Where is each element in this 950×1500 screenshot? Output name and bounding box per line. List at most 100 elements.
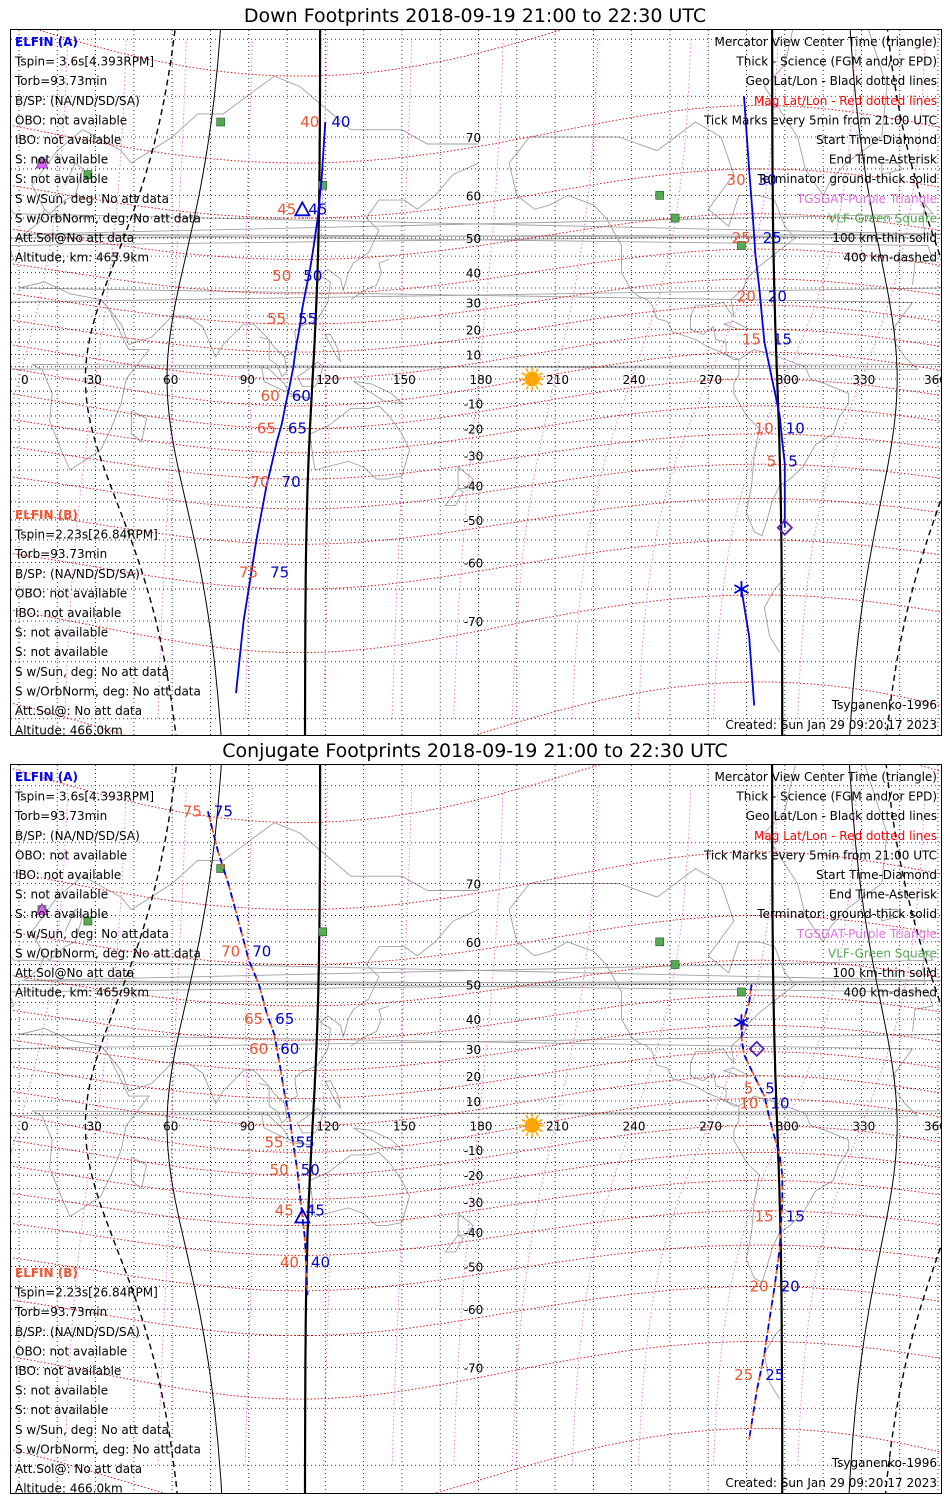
coastline [309, 1151, 411, 1227]
lon-tick-label: 360 [924, 1120, 941, 1134]
lon-tick-label: 180 [470, 1120, 493, 1134]
terminator-line [885, 30, 941, 735]
mag-grid [11, 30, 941, 735]
orbit-tick-label-red: 65 [257, 420, 276, 438]
lon-tick-label: 330 [852, 373, 875, 387]
orbit-tick-label-red: 15 [742, 331, 761, 349]
sun-disc [524, 371, 540, 387]
orbit-tick-label-blue: 60 [280, 1040, 299, 1058]
model-label: Tsyganenko-1996 [831, 698, 937, 712]
vlf-square-marker [670, 960, 680, 969]
map-panel-conjugate[interactable]: 0 30 60 90 120 150 180 210 240 270 300 330 360 70 60 50… [10, 764, 942, 1494]
coastline [130, 1156, 148, 1190]
mag-latitude-line [11, 463, 941, 510]
lon-tick-label: 30 [87, 373, 102, 387]
mag-latitude-line [11, 851, 941, 911]
orbit-tick-label-blue: 75 [270, 564, 289, 582]
elfin-b-info-line: OBO: not available [15, 1344, 127, 1358]
elfin-a-info-line: Altitude, km: 465.9km [15, 986, 149, 1000]
lon-tick-label: 90 [240, 373, 255, 387]
terminator-line [848, 765, 898, 1493]
mag-latitude-line [11, 995, 941, 1041]
lat-tick-label: 70 [466, 878, 481, 892]
mag-latitude-line [11, 1286, 941, 1337]
mag-longitude-line [637, 785, 779, 1466]
coastline [508, 162, 739, 360]
lat-tick-label: -40 [464, 1226, 484, 1240]
mag-latitude-line [11, 1179, 941, 1227]
lat-tick-label: 60 [466, 189, 481, 203]
legend-entry: Thick - Science (FGM and/or EPD) [735, 55, 937, 69]
mag-longitude-line [712, 785, 857, 1466]
coastline [457, 466, 475, 490]
orbit-tick-label-blue: 10 [786, 420, 805, 438]
lat-tick-label: -50 [464, 1260, 484, 1274]
map-canvas-conjugate[interactable]: 0 30 60 90 120 150 180 210 240 270 300 330 360 70 60 50… [11, 765, 941, 1493]
legend-entry: Geo Lat/Lon - Black dotted lines [746, 74, 937, 88]
lat-tick-label: -10 [464, 397, 484, 411]
terminator-line [166, 765, 223, 1493]
elfin-b-info-line: S w/OrbNorm, deg: No att data [15, 1442, 201, 1456]
mag-latitude-line [11, 1024, 941, 1072]
mag-latitude-line [11, 248, 941, 295]
elfin-b-info-line: B/SP: (NA/ND/SD/SA) [15, 567, 140, 581]
legend-entry: Tick Marks every 5min from 21:00 UTC [703, 113, 937, 127]
end-time-asterisk [733, 581, 749, 598]
panel-title-conjugate: Conjugate Footprints 2018-09-19 21:00 to… [222, 740, 728, 762]
lat-tick-label: -60 [464, 557, 484, 571]
mag-latitude-line [11, 539, 941, 590]
map-panel-down[interactable]: 0 30 60 90 120 150 180 210 240 270 300 330 360 70 60 50… [10, 29, 942, 736]
elfin-b-orbit-tail [740, 588, 756, 706]
sun-ray [521, 1118, 526, 1123]
legend-entry: TGSGAT-Purple Triangle [796, 927, 937, 941]
orbit-tick-label-blue: 60 [292, 387, 311, 405]
start-time-diamond [776, 519, 794, 536]
map-canvas-down[interactable]: 0 30 60 90 120 150 180 210 240 270 300 330 360 70 60 50… [11, 30, 941, 735]
elfin-a-info-line: IBO: not available [15, 868, 121, 882]
elfin-a-info-line: Torb=93.73min [14, 809, 107, 823]
elfin-b-orbit-track [740, 984, 784, 1440]
sun-disc [524, 1118, 540, 1133]
mag-longitude-line [637, 39, 779, 719]
tgsgat-triangle-marker [35, 156, 49, 169]
elfin-a-info-line: Altitude, km: 465.9km [15, 251, 149, 265]
orbit-tick-label-red: 20 [737, 288, 756, 306]
mag-latitude-line [11, 278, 941, 325]
lon-tick-label: 210 [546, 373, 569, 387]
mag-latitude-line [11, 1210, 941, 1256]
legend-entry: Start Time-Diamond [816, 868, 937, 882]
lat-tick-label: 50 [466, 232, 481, 246]
mag-latitude-line [11, 304, 941, 353]
terminator-line [166, 30, 222, 735]
elfin-a-info-line: S w/OrbNorm, deg: No att data [15, 211, 201, 225]
sun-ray [538, 1128, 543, 1133]
legend-entry: 100 km-thin solid [832, 966, 937, 980]
orbit-tick-label-blue: 15 [786, 1208, 805, 1226]
sun-icon [520, 367, 545, 391]
coastline [296, 1107, 324, 1134]
lat-tick-label: -20 [464, 423, 484, 437]
mag-longitude-line [453, 39, 504, 719]
mag-latitude-line [11, 405, 941, 454]
lat-tick-label: 10 [466, 1095, 481, 1109]
mag-longitude-line [11, 785, 69, 1157]
mag-latitude-line [11, 433, 941, 480]
legend-entry: Start Time-Diamond [816, 133, 937, 147]
legend-entry: Terminator: ground-thick solid [756, 172, 937, 186]
sun-ray [535, 1132, 539, 1137]
legend-entry: Tick Marks every 5min from 21:00 UTC [703, 848, 937, 862]
mag-longitude-line [797, 785, 926, 1466]
coastline [22, 822, 934, 1032]
elfin-b-info-line: Altitude: 466.0km [15, 1482, 123, 1493]
mag-latitude-line [11, 594, 941, 654]
orbit-tick-label-blue: 55 [298, 310, 317, 328]
elfin-a-info-line: Torb=93.73min [14, 74, 107, 88]
orbit-tick-label-red: 40 [280, 1254, 299, 1272]
elfin-a-info-line: S: not available [15, 888, 108, 902]
sun-ray [535, 385, 539, 390]
geo-grid [11, 30, 941, 735]
elfin-a-orbit-track [235, 121, 327, 694]
coastline [284, 909, 479, 1104]
elfin-a-info-line: B/SP: (NA/ND/SD/SA) [15, 829, 140, 843]
lat-tick-label: -30 [464, 1196, 484, 1210]
